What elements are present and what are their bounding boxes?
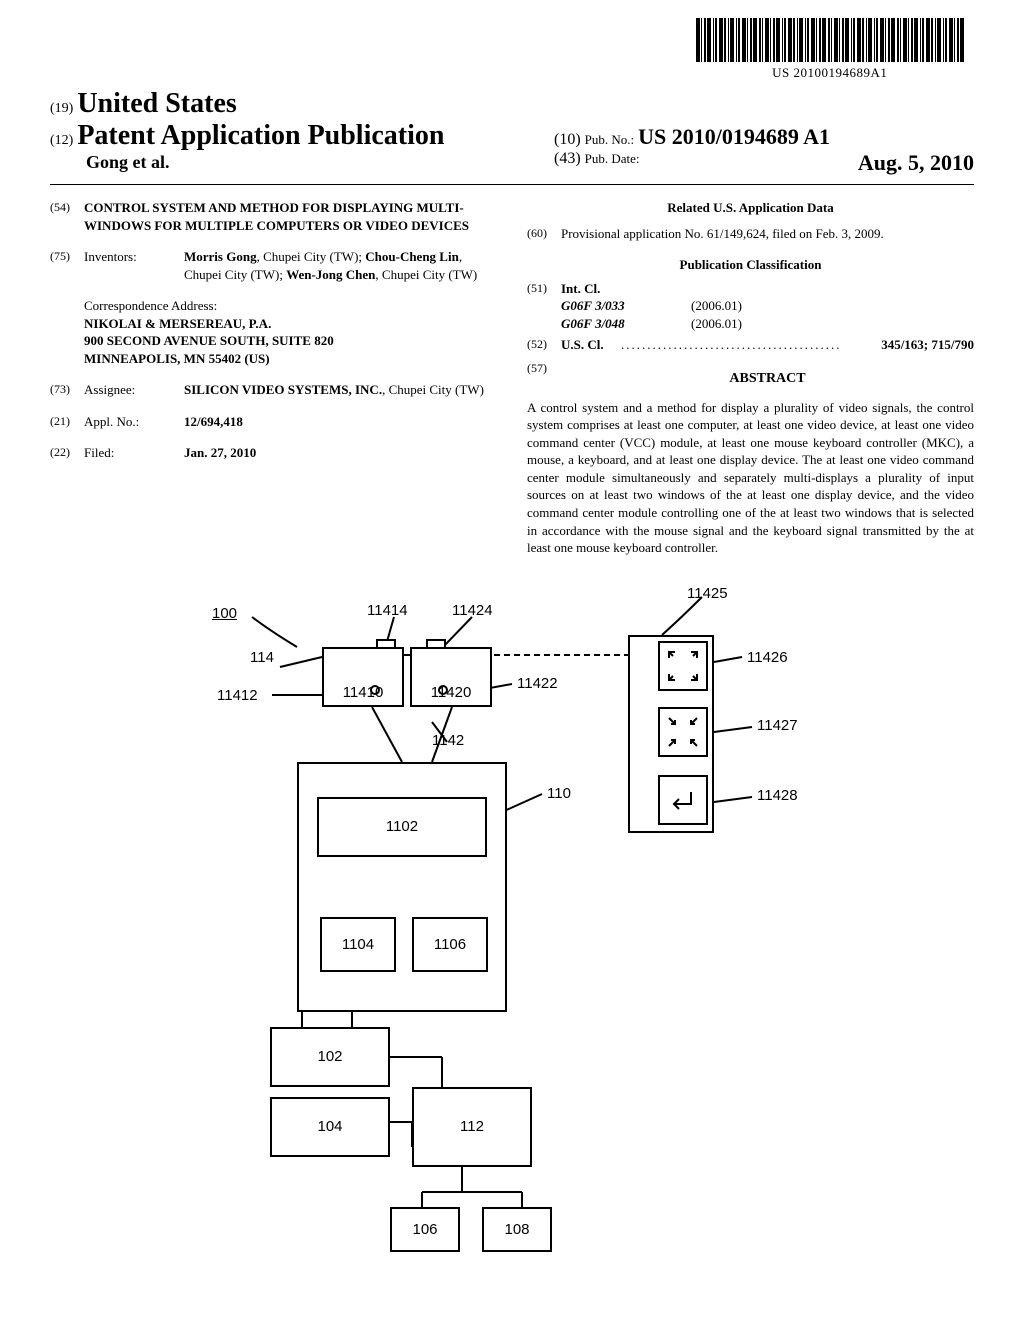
country: United States xyxy=(77,88,236,119)
invention-title: CONTROL SYSTEM AND METHOD FOR DISPLAYING… xyxy=(84,199,497,234)
icon-contract xyxy=(658,707,708,757)
intcl-code: (51) xyxy=(527,280,561,333)
abstract-code: (57) xyxy=(527,360,561,395)
ref-104: 104 xyxy=(317,1118,342,1135)
barcode xyxy=(696,18,965,62)
appl-label: Appl. No.: xyxy=(84,413,184,431)
display-11410: 11410 xyxy=(322,647,404,707)
ref-1104: 1104 xyxy=(342,936,374,953)
publication-type: Patent Application Publication xyxy=(77,120,444,151)
intcl2-code: G06F 3/048 xyxy=(561,315,691,333)
ref-11414: 11414 xyxy=(367,602,408,619)
bibliographic-columns: (54) CONTROL SYSTEM AND METHOD FOR DISPL… xyxy=(50,199,974,557)
ref-100: 100 xyxy=(212,605,237,622)
intcl2-year: (2006.01) xyxy=(691,315,742,333)
intcl-label: Int. Cl. xyxy=(561,280,974,298)
related-code: (60) xyxy=(527,225,561,243)
ref-11428: 11428 xyxy=(757,787,798,804)
block-106: 106 xyxy=(390,1207,460,1252)
ref-1106: 1106 xyxy=(434,936,466,953)
ref-11425: 11425 xyxy=(687,585,728,602)
icon-expand xyxy=(658,641,708,691)
pub-no: US 2010/0194689 A1 xyxy=(638,124,830,149)
code-10: (10) xyxy=(554,131,581,148)
ref-11426: 11426 xyxy=(747,649,788,666)
uscl-label: U.S. Cl. xyxy=(561,336,621,354)
code-43: (43) xyxy=(554,150,581,167)
abstract-text: A control system and a method for displa… xyxy=(527,399,974,557)
icon-enter xyxy=(658,775,708,825)
ref-112: 112 xyxy=(460,1118,484,1135)
classification-header: Publication Classification xyxy=(527,256,974,274)
inventors-list: Morris Gong, Chupei City (TW); Chou-Chen… xyxy=(184,248,497,283)
header-rule xyxy=(50,184,974,185)
correspondence-label: Correspondence Address: xyxy=(84,297,497,315)
small-box-11424 xyxy=(426,639,446,649)
filed-date: Jan. 27, 2010 xyxy=(184,444,497,462)
appl-code: (21) xyxy=(50,413,84,431)
ref-11424: 11424 xyxy=(452,602,493,619)
code-19: (19) xyxy=(50,101,73,116)
pub-no-label: Pub. No.: xyxy=(585,132,634,147)
block-1102: 1102 xyxy=(317,797,487,857)
block-112: 112 xyxy=(412,1087,532,1167)
title-code: (54) xyxy=(50,199,84,234)
assignee: SILICON VIDEO SYSTEMS, INC., Chupei City… xyxy=(184,381,497,399)
intcl1-code: G06F 3/033 xyxy=(561,297,691,315)
inventors-label: Inventors: xyxy=(84,248,184,283)
ref-102: 102 xyxy=(317,1048,342,1065)
ref-11422: 11422 xyxy=(517,675,558,692)
assignee-code: (73) xyxy=(50,381,84,399)
related-header: Related U.S. Application Data xyxy=(527,199,974,217)
code-12: (12) xyxy=(50,133,73,148)
intcl1-year: (2006.01) xyxy=(691,297,742,315)
abstract-header: ABSTRACT xyxy=(561,370,974,389)
filed-label: Filed: xyxy=(84,444,184,462)
display-11420: 11420 xyxy=(410,647,492,707)
right-column: Related U.S. Application Data (60) Provi… xyxy=(527,199,974,557)
assignee-label: Assignee: xyxy=(84,381,184,399)
block-102: 102 xyxy=(270,1027,390,1087)
filed-code: (22) xyxy=(50,444,84,462)
ref-110: 110 xyxy=(547,785,571,802)
appl-no: 12/694,418 xyxy=(184,413,497,431)
pub-date-label: Pub. Date: xyxy=(585,151,640,166)
ref-1102: 1102 xyxy=(386,818,418,835)
document-header: (19) United States (12) Patent Applicati… xyxy=(50,88,974,176)
pub-date: Aug. 5, 2010 xyxy=(858,150,974,176)
authors: Gong et al. xyxy=(50,152,444,173)
ref-1142: 1142 xyxy=(432,732,464,749)
left-column: (54) CONTROL SYSTEM AND METHOD FOR DISPL… xyxy=(50,199,497,557)
ref-11420: 11420 xyxy=(431,684,472,701)
correspondence-address: Correspondence Address: NIKOLAI & MERSER… xyxy=(84,297,497,367)
ref-106: 106 xyxy=(412,1221,437,1238)
uscl-code: (52) xyxy=(527,336,561,354)
ref-108: 108 xyxy=(504,1221,529,1238)
uscl-dots: ........................................… xyxy=(621,336,881,354)
inventors-code: (75) xyxy=(50,248,84,283)
block-1104: 1104 xyxy=(320,917,396,972)
publication-id-barcode: US 20100194689A1 xyxy=(696,65,965,81)
block-1106: 1106 xyxy=(412,917,488,972)
block-104: 104 xyxy=(270,1097,390,1157)
uscl-val: 345/163; 715/790 xyxy=(881,336,974,354)
ref-114: 114 xyxy=(250,649,274,666)
related-text: Provisional application No. 61/149,624, … xyxy=(561,225,974,243)
ref-11412: 11412 xyxy=(217,687,258,704)
patent-figure: 100 114 11412 11414 11424 11422 1142 114… xyxy=(142,587,882,1247)
small-box-11414 xyxy=(376,639,396,649)
block-108: 108 xyxy=(482,1207,552,1252)
barcode-area: US 20100194689A1 xyxy=(696,18,965,81)
ref-11427: 11427 xyxy=(757,717,798,734)
